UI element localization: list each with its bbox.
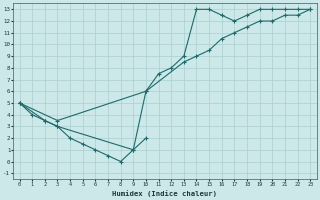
X-axis label: Humidex (Indice chaleur): Humidex (Indice chaleur) [112,190,217,197]
